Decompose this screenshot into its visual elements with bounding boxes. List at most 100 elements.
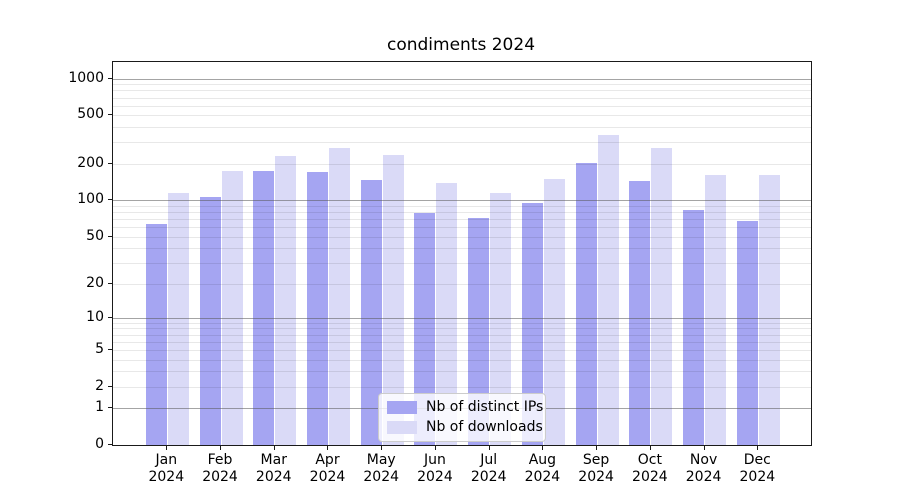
x-tick-mark [327, 446, 329, 450]
gridline-major [113, 78, 811, 80]
gridline-minor [113, 322, 811, 324]
y-tick-mark [108, 162, 112, 164]
bar-downloads-jul [490, 192, 512, 445]
y-tick-mark [108, 282, 112, 284]
x-tick-label-month: Feb [207, 452, 233, 468]
chart-title: condiments 2024 [386, 35, 536, 55]
legend-swatch-downloads [387, 420, 417, 434]
bar-downloads-oct [651, 147, 673, 445]
legend-item-distinct-ips: Nb of distinct IPs [387, 399, 543, 415]
y-tick-label: 100 [77, 191, 104, 208]
bar-distinct-ips-jan [145, 223, 167, 445]
gridline-minor [113, 328, 811, 330]
x-tick-label-year: 2024 [685, 469, 722, 485]
bar-downloads-nov [705, 174, 727, 445]
x-tick-label-year: 2024 [202, 469, 238, 485]
x-tick-label-year: 2024 [309, 469, 346, 485]
y-tick-label: 1 [95, 399, 104, 416]
x-tick-mark [649, 446, 651, 450]
legend-label-downloads: Nb of downloads [426, 419, 543, 435]
legend: Nb of distinct IPs Nb of downloads [378, 393, 546, 442]
gridline-minor [113, 142, 811, 144]
x-tick-mark [434, 446, 436, 450]
gridline-minor [113, 283, 811, 285]
bar-distinct-ips-mar [253, 170, 275, 445]
gridline-minor [113, 115, 811, 117]
x-tick-label-month: Mar [260, 452, 287, 468]
gridline-minor [113, 349, 811, 351]
x-tick-label-year: 2024 [578, 469, 614, 485]
y-tick-mark [108, 199, 112, 201]
y-tick-mark [108, 407, 112, 409]
x-tick-mark [757, 446, 759, 450]
x-tick-label-year: 2024 [148, 469, 185, 485]
x-tick-label-year: 2024 [524, 469, 561, 485]
x-tick-label: Mar 2024 [242, 452, 306, 486]
bar-downloads-may [382, 154, 404, 445]
gridline-major [113, 317, 811, 319]
x-tick-label: Sep 2024 [564, 452, 628, 486]
bar-distinct-ips-oct [629, 181, 651, 445]
gridline-minor [113, 334, 811, 336]
x-tick-mark [220, 446, 222, 450]
bar-distinct-ips-jul [468, 217, 490, 445]
bar-distinct-ips-dec [736, 221, 758, 445]
x-tick-label: Apr 2024 [295, 452, 359, 486]
y-tick-label: 500 [77, 106, 104, 123]
x-tick-label-month: Oct [637, 452, 662, 468]
gridline-minor [113, 262, 811, 264]
gridline-minor [113, 248, 811, 250]
gridline-minor [113, 359, 811, 361]
y-tick-label: 20 [86, 274, 104, 291]
y-tick-mark [108, 114, 112, 116]
x-tick-mark [273, 446, 275, 450]
y-tick-mark [108, 385, 112, 387]
gridline-minor [113, 227, 811, 229]
x-tick-label-month: Sep [582, 452, 610, 468]
x-tick-label-year: 2024 [470, 469, 507, 485]
bar-downloads-feb [221, 171, 243, 445]
y-tick-label: 1000 [68, 69, 104, 86]
gridline-minor [113, 341, 811, 343]
gridline-minor [113, 218, 811, 220]
y-tick-mark [108, 444, 112, 445]
x-tick-label-month: Jul [480, 452, 498, 468]
bar-downloads-sep [597, 135, 619, 445]
legend-label-distinct-ips: Nb of distinct IPs [426, 399, 544, 415]
x-tick-label: May 2024 [349, 452, 413, 486]
bar-downloads-apr [328, 147, 350, 445]
x-tick-label-month: Jan [155, 452, 178, 468]
bar-downloads-dec [758, 174, 780, 445]
gridline-minor [113, 90, 811, 92]
legend-item-downloads: Nb of downloads [387, 419, 543, 435]
bar-distinct-ips-jun [414, 212, 436, 445]
gridline-minor [113, 205, 811, 207]
x-tick-label: Jan 2024 [134, 452, 198, 486]
gridline-major [113, 200, 811, 202]
bar-downloads-aug [543, 178, 565, 445]
bar-distinct-ips-nov [683, 210, 705, 445]
y-tick-mark [108, 316, 112, 318]
y-tick-mark [108, 348, 112, 350]
bar-distinct-ips-apr [306, 172, 328, 445]
y-tick-mark [108, 235, 112, 237]
x-tick-label: Feb 2024 [188, 452, 252, 486]
bar-distinct-ips-may [360, 180, 382, 445]
y-tick-label: 2 [95, 377, 104, 394]
x-tick-mark [542, 446, 544, 450]
x-tick-label: Dec 2024 [725, 452, 789, 486]
gridline-minor [113, 386, 811, 388]
x-tick-label: Oct 2024 [618, 452, 682, 486]
x-tick-label-month: Aug [528, 452, 557, 468]
y-tick-label: 0 [95, 436, 104, 452]
y-tick-label: 200 [77, 154, 104, 171]
legend-swatch-distinct-ips [387, 400, 417, 414]
x-tick-mark [166, 446, 168, 450]
gridline-minor [113, 84, 811, 86]
y-tick-label: 50 [86, 227, 104, 244]
gridline-minor [113, 105, 811, 107]
x-tick-label-year: 2024 [739, 469, 776, 485]
gridline-minor [113, 211, 811, 213]
x-tick-label-month: Apr [315, 452, 340, 468]
